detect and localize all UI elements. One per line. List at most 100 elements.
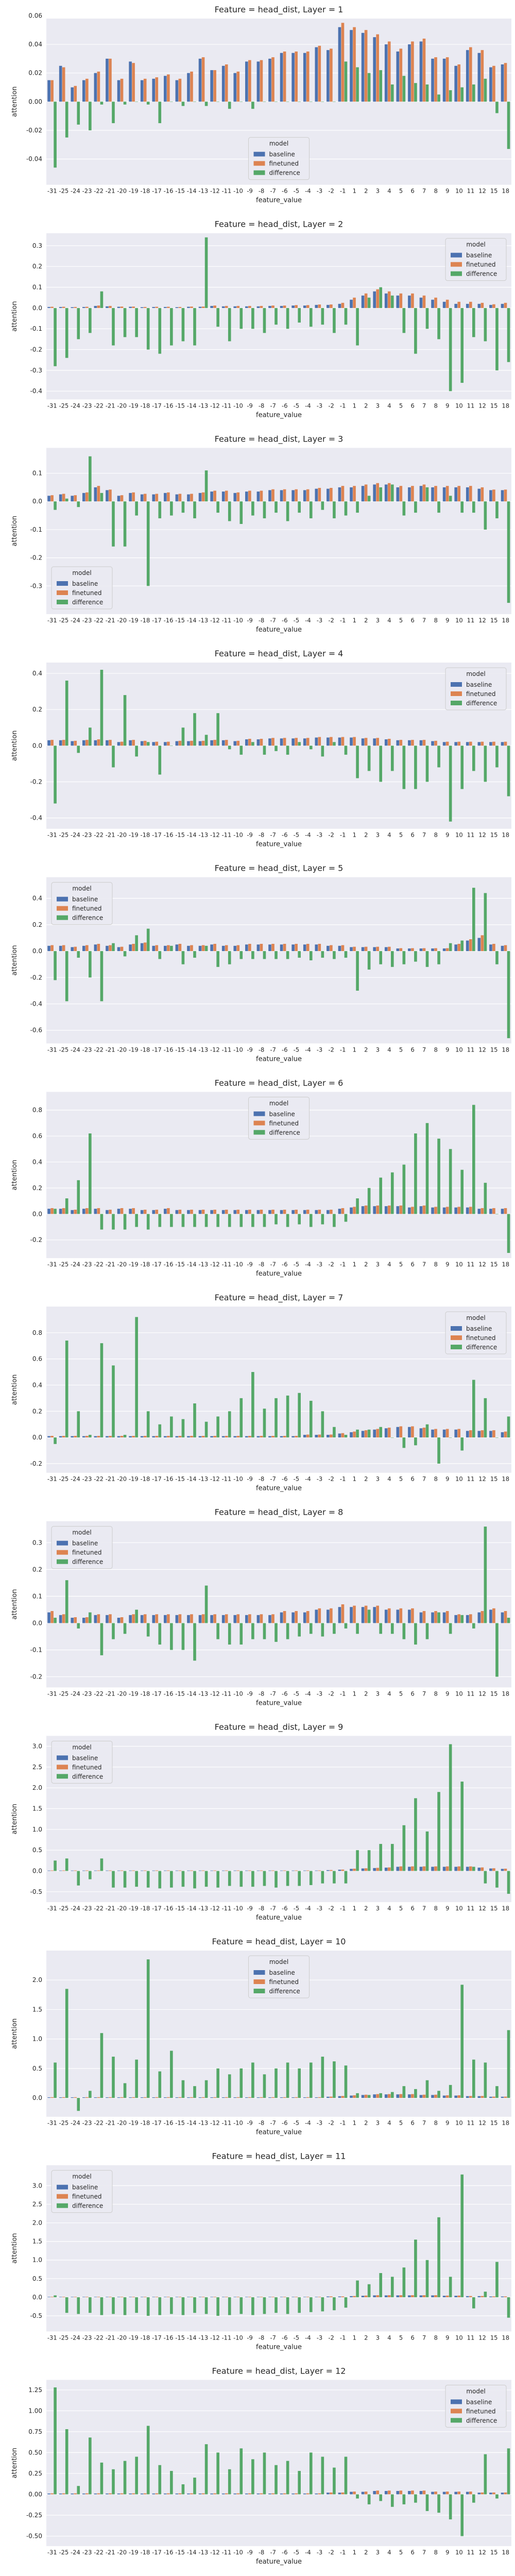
y-tick-label: 0.0 <box>32 1619 42 1626</box>
bar-baseline <box>419 297 423 308</box>
bar-finetuned <box>260 2097 263 2098</box>
bar-finetuned <box>318 45 321 102</box>
bar-baseline <box>338 1433 341 1438</box>
bar-difference <box>437 308 440 340</box>
plot-area <box>46 2165 511 2332</box>
bar-finetuned <box>457 1614 461 1623</box>
bar-baseline <box>315 2097 318 2098</box>
x-tick-label: -16 <box>164 402 174 409</box>
x-tick-label: -10 <box>233 188 243 195</box>
x-tick-label: -18 <box>140 2120 150 2127</box>
bar-baseline <box>221 1436 225 1438</box>
bar-difference <box>414 1437 417 1446</box>
bar-difference <box>65 498 68 502</box>
bar-baseline <box>71 741 74 746</box>
bar-baseline <box>466 1431 469 1438</box>
x-tick-label: -22 <box>94 1690 104 1697</box>
y-tick-label: 0.2 <box>32 263 42 270</box>
bar-finetuned <box>97 71 100 102</box>
x-tick-label: -8 <box>259 2549 264 2556</box>
chart-panel: Feature = head_dist, Layer = 2-0.4-0.3-0… <box>11 219 511 419</box>
x-tick-label: 8 <box>434 1261 438 1268</box>
x-tick-label: -12 <box>210 1261 220 1268</box>
x-tick-label: -14 <box>187 617 197 624</box>
y-axis-label: attention <box>11 87 19 117</box>
bar-difference <box>286 101 289 102</box>
bar-difference <box>181 2484 185 2495</box>
bar-finetuned <box>132 2097 135 2098</box>
x-tick-label: 8 <box>434 1476 438 1483</box>
bar-baseline <box>71 947 74 952</box>
bar-finetuned <box>411 740 414 746</box>
y-tick-label: -0.25 <box>26 2512 42 2519</box>
legend-title: model <box>269 140 288 147</box>
bar-difference <box>379 1427 383 1438</box>
bar-difference <box>251 1871 254 1887</box>
bar-baseline <box>94 487 97 502</box>
bar-baseline <box>327 2296 330 2297</box>
bar-finetuned <box>457 2492 461 2495</box>
bar-difference <box>333 1871 336 1884</box>
bar-difference <box>204 237 208 308</box>
bar-finetuned <box>422 295 426 308</box>
legend-swatch-difference <box>253 170 265 175</box>
bar-finetuned <box>283 306 286 308</box>
bar-baseline <box>419 740 423 746</box>
x-tick-label: -15 <box>175 1046 185 1053</box>
bar-baseline <box>373 947 376 952</box>
bar-difference <box>123 101 127 105</box>
bar-baseline <box>315 304 318 308</box>
bar-difference <box>449 496 452 502</box>
bar-finetuned <box>109 58 112 102</box>
bar-difference <box>333 951 336 959</box>
bar-finetuned <box>330 2096 333 2098</box>
bar-finetuned <box>85 945 89 952</box>
bar-baseline <box>280 1436 283 1438</box>
bar-baseline <box>315 47 318 102</box>
bar-baseline <box>59 1436 62 1438</box>
bar-difference <box>65 1580 68 1623</box>
bar-baseline <box>198 1615 202 1623</box>
legend-label-finetuned: finetuned <box>466 1334 495 1342</box>
bar-finetuned <box>295 305 298 308</box>
bar-finetuned <box>50 495 54 502</box>
x-tick-label: -4 <box>305 832 311 839</box>
x-tick-label: -24 <box>71 1690 80 1697</box>
bar-baseline <box>327 2493 330 2495</box>
x-tick-label: 1 <box>353 1476 356 1483</box>
legend-box <box>248 1096 310 1140</box>
legend-box <box>51 1740 113 1784</box>
bar-baseline <box>327 945 330 952</box>
bar-baseline <box>477 2296 481 2297</box>
bar-difference <box>484 78 487 102</box>
bar-finetuned <box>109 489 112 502</box>
bar-finetuned <box>155 2493 159 2495</box>
x-axis-label: feature_value <box>256 1914 302 1922</box>
bar-difference <box>333 1427 336 1438</box>
bar-difference <box>484 501 487 530</box>
bar-finetuned <box>132 1614 135 1623</box>
bar-finetuned <box>353 1869 356 1871</box>
bar-finetuned <box>201 945 205 952</box>
bar-finetuned <box>330 304 333 308</box>
x-tick-label: -1 <box>340 1476 346 1483</box>
x-tick-label: -14 <box>187 1046 197 1053</box>
bar-difference <box>123 308 127 337</box>
bar-difference <box>274 951 278 959</box>
y-tick-label: 0.2 <box>32 706 42 713</box>
bar-baseline <box>454 1867 458 1871</box>
bar-difference <box>204 2297 208 2314</box>
x-tick-label: -21 <box>106 402 115 409</box>
bar-finetuned <box>399 2295 403 2297</box>
bar-difference <box>449 1437 452 1438</box>
x-tick-label: 11 <box>467 1690 475 1697</box>
bar-baseline <box>164 1209 167 1214</box>
bar-finetuned <box>283 1209 286 1214</box>
bar-finetuned <box>248 1209 251 1214</box>
bar-difference <box>54 501 57 510</box>
bar-baseline <box>373 1206 376 1214</box>
bar-baseline <box>408 2295 411 2297</box>
bar-finetuned <box>434 486 437 502</box>
bar-finetuned <box>492 1208 495 1214</box>
bar-finetuned <box>445 741 449 746</box>
